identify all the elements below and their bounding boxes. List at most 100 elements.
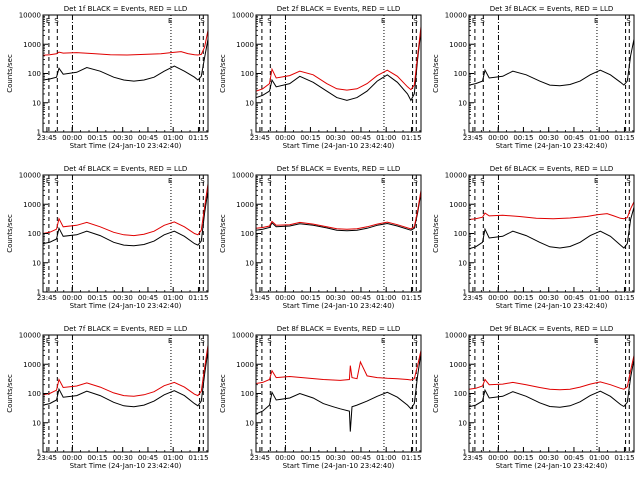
y-tick-label: 1 <box>463 129 467 137</box>
x-tick-label: 00:45 <box>564 294 584 302</box>
event-marker-label: E <box>381 17 385 25</box>
x-tick-label: 01:00 <box>163 454 183 462</box>
plot-frame <box>255 14 422 133</box>
y-tick-label: 100 <box>454 230 467 238</box>
x-tick-label: 00:45 <box>564 454 584 462</box>
y-axis-label: Counts/sec <box>219 374 227 413</box>
y-tick-label: 1 <box>250 289 254 297</box>
x-tick-label: 01:15 <box>401 454 421 462</box>
y-tick-label: 1000 <box>449 361 467 369</box>
x-tick-label: 00:15 <box>87 134 107 142</box>
series-line-events <box>256 352 421 432</box>
y-tick-label: 100 <box>241 70 254 78</box>
y-tick-label: 1 <box>250 449 254 457</box>
event-marker-label: S <box>480 177 485 185</box>
series-line-lld <box>256 26 421 92</box>
x-tick-label: 00:45 <box>564 134 584 142</box>
x-axis-label: Start Time (24-Jan-10 23:42:40) <box>70 462 182 470</box>
x-axis-label: Start Time (24-Jan-10 23:42:40) <box>70 142 182 150</box>
x-tick-label: 00:45 <box>138 454 158 462</box>
y-axis-label: Counts/sec <box>432 374 440 413</box>
panel-title: Det 8f BLACK = Events, RED = LLD <box>277 325 400 333</box>
x-tick-label: 00:45 <box>138 134 158 142</box>
y-tick-label: 1000 <box>236 201 254 209</box>
event-marker-label: S <box>626 17 631 25</box>
event-marker-label: E <box>46 177 50 185</box>
event-marker-label: E <box>594 17 598 25</box>
panel-title: Det 9f BLACK = Events, RED = LLD <box>490 325 613 333</box>
event-marker-label: E <box>168 337 172 345</box>
x-tick-label: 00:00 <box>62 134 82 142</box>
x-tick-label: 00:15 <box>513 294 533 302</box>
plot-frame <box>255 174 422 293</box>
y-axis-label: Counts/sec <box>432 54 440 93</box>
x-tick-label: 00:45 <box>351 134 371 142</box>
x-tick-label: 01:00 <box>376 134 396 142</box>
event-marker-label: S <box>267 17 272 25</box>
series-line-lld <box>256 190 421 230</box>
event-marker-label: E <box>259 337 263 345</box>
x-tick-label: 01:00 <box>589 454 609 462</box>
event-marker-label: S <box>267 337 272 345</box>
event-marker-label: S <box>54 177 59 185</box>
series-line-events <box>43 350 208 408</box>
y-axis-label: Counts/sec <box>6 374 14 413</box>
x-tick-label: 00:00 <box>488 294 508 302</box>
panel-title: Det 4f BLACK = Events, RED = LLD <box>64 165 187 173</box>
event-marker-label: E <box>472 337 476 345</box>
event-marker-label: S <box>480 17 485 25</box>
x-tick-label: 23:45 <box>37 294 57 302</box>
x-axis-label: Start Time (24-Jan-10 23:42:40) <box>283 462 395 470</box>
event-marker-label: S <box>267 177 272 185</box>
y-tick-label: 1000 <box>449 201 467 209</box>
x-tick-label: 23:45 <box>250 134 270 142</box>
x-tick-label: 01:00 <box>163 134 183 142</box>
event-marker-label: S <box>200 337 205 345</box>
y-tick-label: 10 <box>32 419 41 427</box>
plot-frame <box>255 334 422 453</box>
y-tick-label: 10000 <box>445 332 467 340</box>
x-tick-label: 01:15 <box>401 294 421 302</box>
x-tick-label: 23:45 <box>463 454 483 462</box>
event-marker-label: S <box>626 337 631 345</box>
series-line-lld <box>43 345 208 397</box>
y-tick-label: 10000 <box>232 332 254 340</box>
y-tick-label: 10000 <box>19 12 41 20</box>
x-tick-label: 23:45 <box>37 134 57 142</box>
x-tick-label: 00:30 <box>539 134 559 142</box>
series-line-events <box>469 206 634 250</box>
event-marker-label: S <box>413 177 418 185</box>
series-line-lld <box>256 350 421 384</box>
panel-title: Det 6f BLACK = Events, RED = LLD <box>490 165 613 173</box>
event-marker-label: E <box>594 177 598 185</box>
x-tick-label: 01:15 <box>188 294 208 302</box>
y-tick-label: 1000 <box>236 41 254 49</box>
y-tick-label: 10 <box>458 99 467 107</box>
y-tick-label: 1 <box>250 129 254 137</box>
y-tick-label: 10000 <box>232 172 254 180</box>
x-tick-label: 23:45 <box>463 294 483 302</box>
x-axis-label: Start Time (24-Jan-10 23:42:40) <box>70 302 182 310</box>
event-marker-label: S <box>413 17 418 25</box>
x-tick-label: 00:00 <box>488 454 508 462</box>
x-tick-label: 00:30 <box>539 454 559 462</box>
x-tick-label: 00:15 <box>513 454 533 462</box>
event-marker-label: S <box>480 337 485 345</box>
plot-frame <box>468 14 635 133</box>
event-marker-label: E <box>46 337 50 345</box>
x-tick-label: 00:15 <box>300 134 320 142</box>
x-tick-label: 01:00 <box>376 454 396 462</box>
y-tick-label: 1000 <box>23 41 41 49</box>
y-axis-label: Counts/sec <box>219 54 227 93</box>
x-tick-label: 01:15 <box>614 134 634 142</box>
x-tick-label: 00:45 <box>351 454 371 462</box>
series-line-events <box>256 30 421 102</box>
series-line-events <box>256 192 421 232</box>
y-tick-label: 10000 <box>445 172 467 180</box>
